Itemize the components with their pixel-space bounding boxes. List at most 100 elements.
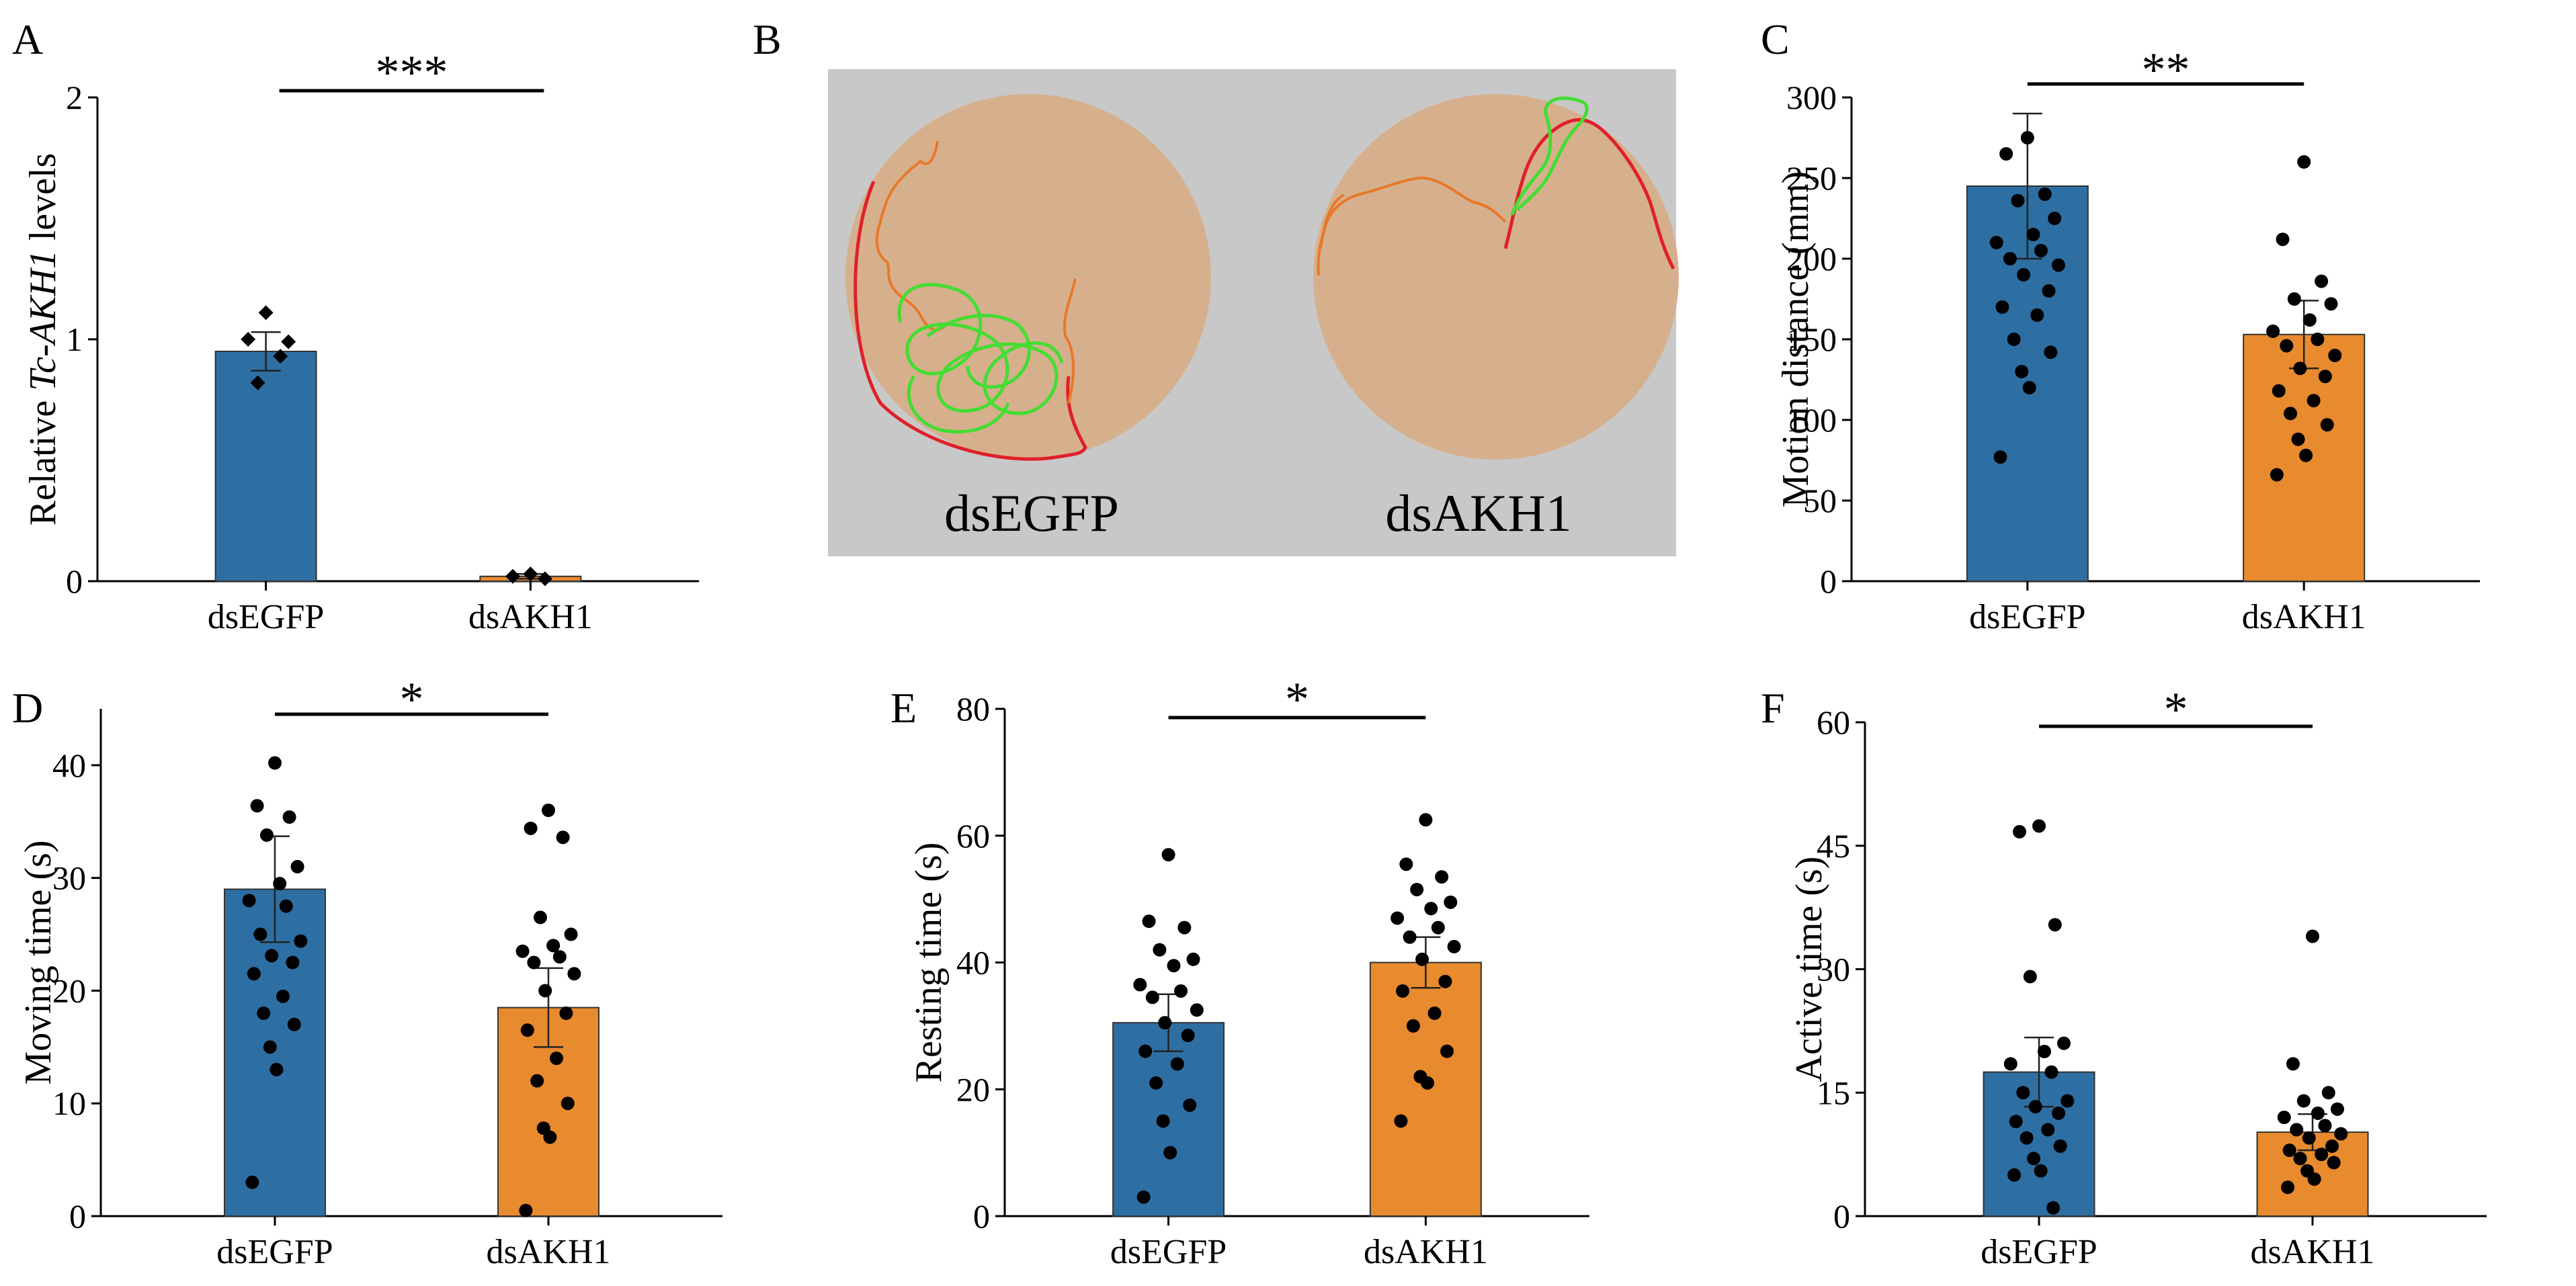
data-point: [1133, 978, 1147, 992]
data-point: [519, 1203, 533, 1217]
data-point: [2320, 418, 2334, 432]
data-point: [2061, 1094, 2075, 1108]
bar-dsegfp: [224, 888, 326, 1217]
data-point: [2302, 1131, 2316, 1145]
data-point: [1167, 959, 1181, 973]
data-point: [1421, 1076, 1435, 1090]
data-point: [2044, 1065, 2059, 1079]
data-point: [1149, 1076, 1163, 1090]
data-point: [2052, 1106, 2066, 1120]
y-tick-label: 100: [1786, 401, 1837, 439]
y-tick-label: 45: [1817, 827, 1850, 865]
data-point: [1447, 939, 1461, 953]
data-point: [250, 799, 264, 813]
y-tick-label: 50: [1803, 482, 1837, 519]
data-point: [1142, 914, 1156, 929]
data-point: [1419, 813, 1433, 827]
data-point: [2017, 268, 2031, 282]
data-point: [253, 927, 267, 941]
data-point: [1427, 1006, 1442, 1020]
data-point: [2022, 381, 2036, 394]
y-tick-label: 60: [1817, 703, 1850, 741]
data-point: [2038, 187, 2052, 201]
panel-letter-b: B: [753, 15, 782, 63]
y-axis-title: Active time (s): [1788, 857, 1830, 1082]
data-point: [538, 571, 552, 587]
arena-label-akh1: dsAKH1: [1385, 484, 1571, 542]
data-point: [543, 1130, 557, 1144]
data-point: [2020, 1131, 2034, 1145]
data-point: [2041, 1123, 2055, 1137]
significance-marker: *: [1285, 673, 1309, 726]
panel-letter-c: C: [1761, 15, 1790, 63]
data-point: [1136, 1190, 1151, 1204]
data-point: [2291, 432, 2305, 446]
y-axis-title: Relative Tc-AKH1 levels: [22, 153, 64, 526]
y-tick-label: 15: [1817, 1074, 1850, 1111]
panel-e-chart: 0 20 40 60 80 Resting time (s) dsEGFP dsAKH1 *: [908, 673, 1589, 1271]
data-point: [1399, 857, 1413, 871]
x-category-label: dsEGFP: [216, 1233, 333, 1271]
data-point: [2026, 228, 2040, 241]
data-point: [273, 349, 288, 364]
x-category-label: dsAKH1: [2242, 598, 2366, 636]
y-axis-title: Motion distance (mm): [1775, 171, 1817, 508]
data-point: [265, 949, 279, 963]
x-category-label: dsAKH1: [468, 598, 593, 636]
arena-egfp: [845, 94, 1211, 460]
y-axis-title: Resting time (s): [908, 843, 950, 1083]
data-point: [279, 899, 293, 913]
data-point: [2287, 292, 2301, 306]
data-point: [550, 1052, 563, 1066]
data-point: [2003, 252, 2017, 265]
data-point: [1431, 920, 1445, 935]
data-point: [2266, 325, 2280, 338]
data-point: [523, 566, 538, 582]
data-point: [1138, 1044, 1153, 1058]
track-orange-egfp: [875, 140, 1077, 404]
data-point: [1424, 902, 1438, 916]
panel-f-chart: 0 15 30 45 60 Active time (s) dsEGFP dsAKH1 *: [1788, 683, 2487, 1271]
data-point: [2048, 918, 2062, 932]
data-point: [2311, 1106, 2325, 1120]
data-point: [2318, 370, 2332, 384]
panel-d-chart: 0 10 20 30 40 Moving time (s) dsEGFP dsAKH1 *: [17, 673, 722, 1271]
data-point: [556, 830, 570, 845]
data-point: [2327, 1156, 2341, 1170]
data-point: [282, 810, 296, 824]
data-point: [2311, 333, 2325, 346]
data-point: [269, 1062, 284, 1076]
data-point: [1410, 882, 1424, 896]
data-point: [2053, 1139, 2067, 1153]
data-point: [2293, 361, 2307, 376]
data-point: [2290, 1123, 2304, 1137]
y-tick-label: 0: [973, 1197, 990, 1235]
panel-letter-a: A: [12, 15, 43, 63]
data-point: [527, 955, 541, 970]
data-point: [1999, 147, 2013, 161]
data-point: [290, 859, 304, 873]
data-point: [1993, 450, 2007, 464]
y-tick-label: 250: [1786, 159, 1837, 197]
data-point: [287, 1017, 301, 1031]
y-tick-label: 40: [956, 944, 990, 982]
data-point: [1183, 1098, 1197, 1112]
x-category-label: dsAKH1: [2251, 1233, 2375, 1271]
data-point: [1158, 1016, 1172, 1030]
data-point: [2016, 1086, 2030, 1100]
data-point: [2284, 406, 2298, 421]
data-point: [1444, 895, 1458, 909]
y-tick-label: 0: [1833, 1197, 1850, 1235]
data-point: [245, 1175, 259, 1189]
data-point: [257, 1006, 271, 1020]
data-point: [1163, 1146, 1177, 1160]
y-tick-label: 20: [956, 1070, 990, 1108]
data-point: [2302, 313, 2317, 327]
data-point: [1394, 1114, 1408, 1128]
data-point: [2046, 1201, 2061, 1215]
data-point: [520, 1023, 534, 1037]
track-green-akh1: [1510, 96, 1589, 216]
data-point: [1403, 930, 1417, 944]
data-point: [250, 375, 265, 390]
